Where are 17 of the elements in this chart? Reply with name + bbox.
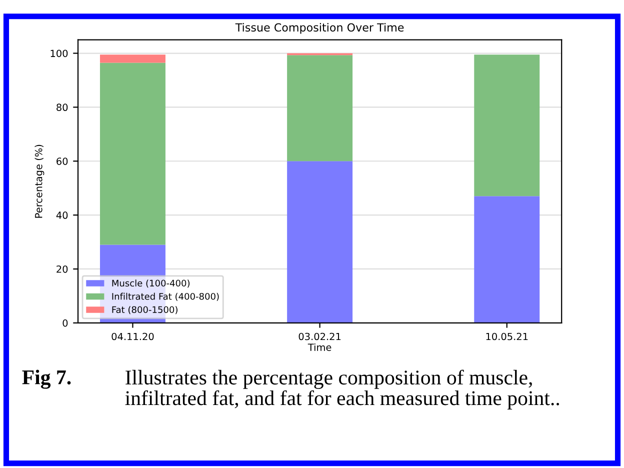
text: Illustrates the percentage composition of muscle, infiltrated fat, and fat for each measured time point..	[125, 370, 560, 410]
legend-label: Muscle (100-400)	[112, 280, 190, 288]
x-tick-label: 04.11.20	[112, 332, 154, 340]
y-tick-label: 100	[50, 50, 68, 58]
y-tick-label: 80	[56, 104, 68, 112]
y-axis-title: Percentage (%)	[34, 144, 44, 218]
y-tick-label: 0	[62, 319, 68, 327]
caption: Fig 7.	[22, 370, 71, 389]
y-tick-label: 20	[56, 265, 68, 273]
chart-title: Tissue Composition Over Time	[235, 23, 404, 34]
x-axis-title: Time	[308, 343, 332, 351]
x-tick-label: 03.02.21	[298, 332, 341, 340]
legend-label: Infiltrated Fat (400-800)	[112, 292, 219, 301]
x-tick-label: 10.05.21	[486, 332, 528, 340]
y-tick-label: 40	[56, 212, 68, 219]
legend-label: Fat (800-1500)	[112, 306, 178, 314]
y-tick-label: 60	[56, 158, 68, 165]
